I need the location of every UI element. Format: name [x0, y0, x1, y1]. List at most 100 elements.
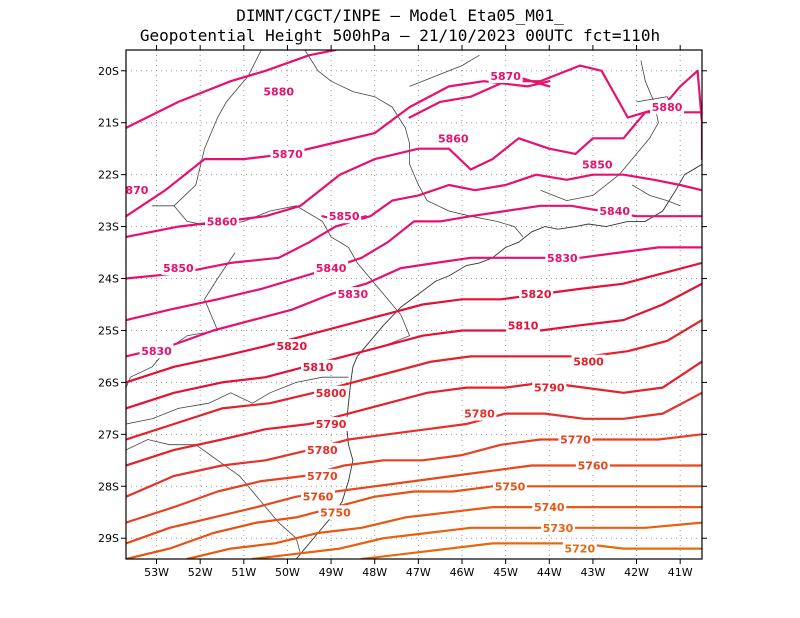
contour-line-5870 [126, 80, 551, 218]
contour-label-5810: 5810 [303, 361, 334, 374]
x-tick-label: 52W [188, 566, 213, 579]
state-boundary [631, 184, 681, 207]
contour-label-bg [462, 406, 497, 421]
contour-label-5880: 5880 [652, 101, 683, 114]
contour-label-5800: 5800 [573, 356, 604, 369]
contour-label-bg [314, 385, 349, 400]
contour-label-5850: 5850 [582, 158, 613, 171]
contour-label-bg [270, 146, 305, 161]
title-line-2: Geopotential Height 500hPa – 21/10/2023 … [139, 26, 661, 45]
contour-label-5820: 5820 [521, 288, 552, 301]
contour-label-5870: 5870 [272, 148, 303, 161]
contour-label-5770: 5770 [560, 434, 591, 447]
state-boundary [126, 376, 349, 425]
contour-label-bg [519, 287, 554, 302]
y-tick-label: 25S [98, 324, 119, 337]
state-boundary [409, 54, 480, 87]
contour-label-5820: 5820 [277, 340, 308, 353]
state-boundary [540, 60, 659, 202]
contour-label-bg [314, 261, 349, 276]
contour-label-bg [301, 489, 335, 504]
y-tick-label: 23S [98, 221, 119, 234]
contour-line-5780 [126, 391, 702, 498]
contour-label-5860: 5860 [438, 132, 469, 145]
x-tick-label: 49W [319, 566, 344, 579]
title-line-1: DIMNT/CGCT/INPE – Model Eta05_M01_ [236, 6, 564, 25]
contour-line-5860 [126, 111, 702, 239]
contour-label-5720: 5720 [565, 543, 596, 556]
x-tick-label: 43W [580, 566, 605, 579]
contour-label-5850: 5850 [329, 210, 360, 223]
contour-label-5830: 5830 [547, 252, 578, 265]
y-tick-label: 20S [98, 65, 119, 78]
contour-label-5780: 5780 [307, 444, 338, 457]
contour-line-5740 [186, 506, 702, 559]
contour-line-5810 [126, 282, 702, 410]
contour-line-5750 [126, 485, 702, 559]
y-tick-label: 22S [98, 169, 119, 182]
x-tick-label: 45W [493, 566, 518, 579]
contour-label-bg [161, 261, 196, 276]
contour-label-5790: 5790 [534, 382, 565, 395]
contour-label-5750: 5750 [495, 480, 526, 493]
contour-line-5720 [360, 542, 702, 559]
contour-label-bg [488, 68, 523, 83]
x-tick-label: 47W [406, 566, 431, 579]
contour-label-bg [261, 84, 296, 99]
contour-line-5850 [126, 173, 702, 280]
contour-line-5760 [126, 464, 702, 545]
map-content: 5880 5880 5870 5870 5860 5860 5850 5850 5850 5840… [125, 50, 702, 559]
contour-label-bg [506, 318, 541, 333]
contour-label-5810: 5810 [508, 319, 539, 332]
contour-line-5790 [126, 360, 702, 467]
contour-label-5800: 5800 [316, 387, 347, 400]
contour-label-bg [580, 157, 615, 172]
contour-label-bg [274, 339, 309, 354]
x-tick-label: 44W [537, 566, 562, 579]
contour-label-5730: 5730 [543, 522, 574, 535]
state-boundary [126, 439, 301, 554]
contour-label-5840: 5840 [599, 205, 630, 218]
y-tick-label: 24S [98, 273, 119, 286]
contour-label-5830: 5830 [338, 288, 369, 301]
y-tick-label: 21S [98, 117, 119, 130]
contour-label-5870: 5870 [490, 70, 521, 83]
contour-label-partial: 870 [125, 184, 148, 197]
x-tick-label: 48W [362, 566, 387, 579]
state-boundary [152, 50, 262, 207]
contour-line-5880 [408, 64, 702, 161]
x-tick-label: 53W [144, 566, 169, 579]
contour-label-bg [436, 131, 471, 146]
contour-label-bg [575, 458, 610, 473]
contour-line-5730 [251, 521, 702, 559]
contour-label-5760: 5760 [303, 491, 334, 504]
contour-label-bg [545, 250, 580, 265]
contour-label-bg [558, 432, 593, 447]
contour-label-bg [493, 479, 527, 494]
contour-label-bg [541, 520, 575, 535]
contour-label-5830: 5830 [141, 345, 172, 358]
contour-label-bg [318, 505, 353, 520]
contour-label-5780: 5780 [464, 408, 495, 421]
contour-label-bg [205, 214, 239, 229]
contour-line-5880 [126, 50, 337, 129]
y-tick-label: 26S [98, 376, 119, 389]
x-tick-label: 50W [275, 566, 300, 579]
contour-label-5840: 5840 [316, 262, 347, 275]
plot-frame [125, 49, 703, 560]
contour-line-5800 [126, 319, 702, 441]
contour-label-bg [335, 287, 370, 302]
y-tick-label: 29S [98, 532, 119, 545]
contour-label-bg [562, 541, 597, 556]
contour-label-5850: 5850 [163, 262, 194, 275]
coastline [295, 163, 702, 559]
x-tick-label: 51W [231, 566, 256, 579]
state-boundary [126, 252, 236, 388]
contour-label-5760: 5760 [578, 460, 609, 473]
contour-label-bg [301, 359, 335, 374]
contour-label-5860: 5860 [207, 215, 238, 228]
contour-label-bg [571, 354, 606, 369]
contour-label-bg [314, 416, 349, 431]
